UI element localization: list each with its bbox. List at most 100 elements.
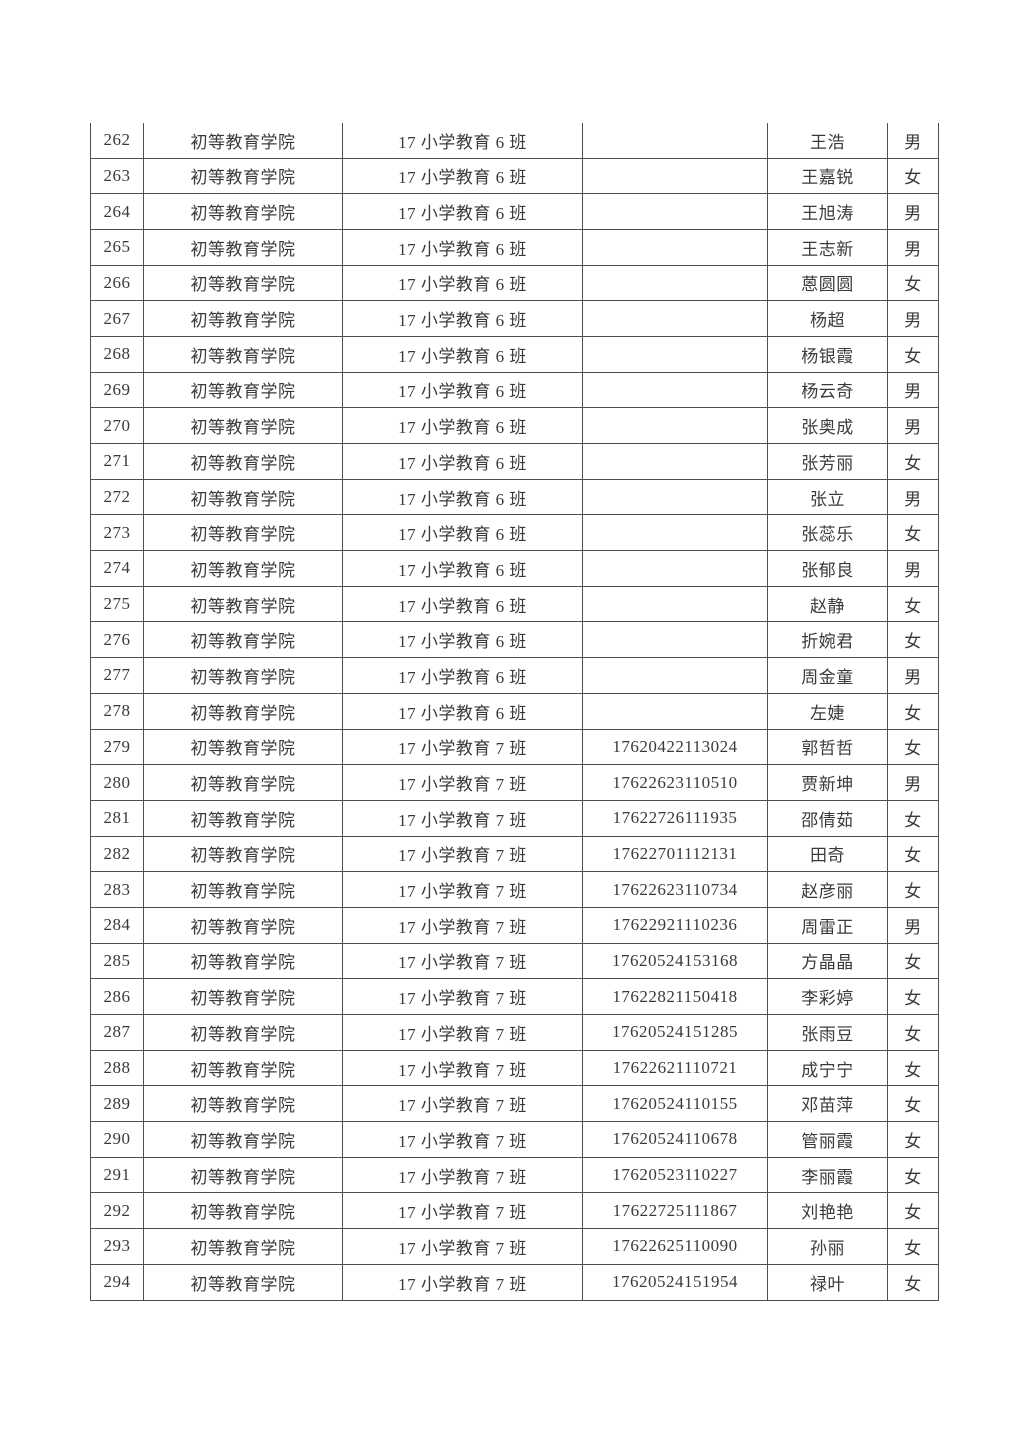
- cell-gender: 男: [887, 906, 939, 944]
- cell-gender: 男: [887, 228, 939, 266]
- cell-college: 初等教育学院: [143, 193, 343, 230]
- cell-name: 方晶晶: [767, 942, 888, 980]
- cell-name: 王旭涛: [767, 193, 888, 230]
- cell-class: 17 小学教育 7 班: [342, 1156, 583, 1194]
- cell-college: 初等教育学院: [143, 1014, 343, 1051]
- cell-row-number: 269: [90, 371, 144, 409]
- cell-row-number: 279: [90, 728, 144, 766]
- cell-gender: 女: [887, 728, 939, 766]
- cell-gender: 女: [887, 1228, 939, 1265]
- cell-college: 初等教育学院: [143, 371, 343, 409]
- cell-name: 张奥成: [767, 407, 888, 445]
- table-row: 281 初等教育学院 17 小学教育 7 班 17622726111935 邵倩…: [90, 799, 939, 837]
- cell-name: 张立: [767, 478, 888, 516]
- cell-class: 17 小学教育 7 班: [342, 1014, 583, 1051]
- cell-college: 初等教育学院: [143, 764, 343, 801]
- cell-row-number: 268: [90, 335, 144, 373]
- cell-row-number: 293: [90, 1228, 144, 1265]
- table-row: 269 初等教育学院 17 小学教育 6 班 杨云奇 男: [90, 371, 939, 409]
- cell-name: 蒽圆圆: [767, 264, 888, 302]
- cell-name: 郭哲哲: [767, 728, 888, 766]
- cell-gender: 女: [887, 871, 939, 908]
- table-row: 289 初等教育学院 17 小学教育 7 班 17620524110155 邓苗…: [90, 1085, 939, 1123]
- cell-college: 初等教育学院: [143, 871, 343, 908]
- cell-row-number: 265: [90, 228, 144, 266]
- cell-row-number: 278: [90, 692, 144, 730]
- cell-name: 李丽霞: [767, 1156, 888, 1194]
- cell-class: 17 小学教育 7 班: [342, 1085, 583, 1123]
- cell-class: 17 小学教育 6 班: [342, 478, 583, 516]
- cell-college: 初等教育学院: [143, 585, 343, 623]
- table-row: 268 初等教育学院 17 小学教育 6 班 杨银霞 女: [90, 335, 939, 373]
- cell-gender: 女: [887, 835, 939, 873]
- cell-college: 初等教育学院: [143, 835, 343, 873]
- cell-student-id: 17622701112131: [582, 835, 768, 873]
- cell-class: 17 小学教育 6 班: [342, 443, 583, 480]
- cell-gender: 女: [887, 1156, 939, 1194]
- table-row: 288 初等教育学院 17 小学教育 7 班 17622621110721 成宁…: [90, 1049, 939, 1087]
- cell-gender: 女: [887, 335, 939, 373]
- cell-name: 张雨豆: [767, 1014, 888, 1051]
- cell-class: 17 小学教育 7 班: [342, 728, 583, 766]
- student-roster-table: 262 初等教育学院 17 小学教育 6 班 王浩 男 263 初等教育学院 1…: [90, 123, 939, 1302]
- table-row: 271 初等教育学院 17 小学教育 6 班 张芳丽 女: [90, 443, 939, 480]
- cell-name: 周金童: [767, 657, 888, 694]
- cell-student-id: [582, 621, 768, 659]
- cell-student-id: [582, 514, 768, 552]
- cell-college: 初等教育学院: [143, 1085, 343, 1123]
- cell-gender: 男: [887, 550, 939, 587]
- cell-student-id: 17622623110734: [582, 871, 768, 908]
- cell-row-number: 294: [90, 1263, 144, 1302]
- cell-college: 初等教育学院: [143, 906, 343, 944]
- cell-gender: 女: [887, 942, 939, 980]
- cell-row-number: 277: [90, 657, 144, 694]
- table-row: 291 初等教育学院 17 小学教育 7 班 17620523110227 李丽…: [90, 1156, 939, 1194]
- cell-class: 17 小学教育 6 班: [342, 550, 583, 587]
- cell-college: 初等教育学院: [143, 1263, 343, 1302]
- cell-college: 初等教育学院: [143, 123, 343, 159]
- table-row: 265 初等教育学院 17 小学教育 6 班 王志新 男: [90, 228, 939, 266]
- cell-college: 初等教育学院: [143, 335, 343, 373]
- table-row: 273 初等教育学院 17 小学教育 6 班 张蕊乐 女: [90, 514, 939, 552]
- cell-student-id: 17622625110090: [582, 1228, 768, 1265]
- table-row: 277 初等教育学院 17 小学教育 6 班 周金童 男: [90, 657, 939, 694]
- cell-row-number: 286: [90, 978, 144, 1016]
- cell-gender: 女: [887, 1049, 939, 1087]
- cell-college: 初等教育学院: [143, 514, 343, 552]
- table-row: 279 初等教育学院 17 小学教育 7 班 17620422113024 郭哲…: [90, 728, 939, 766]
- table-row: 264 初等教育学院 17 小学教育 6 班 王旭涛 男: [90, 193, 939, 230]
- cell-class: 17 小学教育 7 班: [342, 1049, 583, 1087]
- table-row: 285 初等教育学院 17 小学教育 7 班 17620524153168 方晶…: [90, 942, 939, 980]
- table-row: 274 初等教育学院 17 小学教育 6 班 张郁良 男: [90, 550, 939, 587]
- cell-college: 初等教育学院: [143, 728, 343, 766]
- cell-student-id: [582, 371, 768, 409]
- cell-college: 初等教育学院: [143, 264, 343, 302]
- table-row: 275 初等教育学院 17 小学教育 6 班 赵静 女: [90, 585, 939, 623]
- cell-class: 17 小学教育 6 班: [342, 193, 583, 230]
- cell-name: 禄叶: [767, 1263, 888, 1302]
- cell-name: 刘艳艳: [767, 1192, 888, 1230]
- table-row: 270 初等教育学院 17 小学教育 6 班 张奥成 男: [90, 407, 939, 445]
- cell-gender: 女: [887, 443, 939, 480]
- cell-gender: 女: [887, 585, 939, 623]
- cell-college: 初等教育学院: [143, 1192, 343, 1230]
- table-row: 284 初等教育学院 17 小学教育 7 班 17622921110236 周雷…: [90, 906, 939, 944]
- table-row: 266 初等教育学院 17 小学教育 6 班 蒽圆圆 女: [90, 264, 939, 302]
- cell-class: 17 小学教育 7 班: [342, 1263, 583, 1302]
- cell-gender: 男: [887, 193, 939, 230]
- cell-name: 成宁宁: [767, 1049, 888, 1087]
- cell-student-id: 17620524110155: [582, 1085, 768, 1123]
- cell-gender: 女: [887, 621, 939, 659]
- cell-name: 王浩: [767, 123, 888, 159]
- cell-gender: 男: [887, 300, 939, 337]
- table-row: 267 初等教育学院 17 小学教育 6 班 杨超 男: [90, 300, 939, 337]
- table-row: 272 初等教育学院 17 小学教育 6 班 张立 男: [90, 478, 939, 516]
- cell-row-number: 288: [90, 1049, 144, 1087]
- cell-row-number: 267: [90, 300, 144, 337]
- cell-student-id: [582, 550, 768, 587]
- table-row: 276 初等教育学院 17 小学教育 6 班 折婉君 女: [90, 621, 939, 659]
- cell-row-number: 266: [90, 264, 144, 302]
- cell-student-id: [582, 657, 768, 694]
- cell-gender: 男: [887, 478, 939, 516]
- table-row: 262 初等教育学院 17 小学教育 6 班 王浩 男: [90, 123, 939, 159]
